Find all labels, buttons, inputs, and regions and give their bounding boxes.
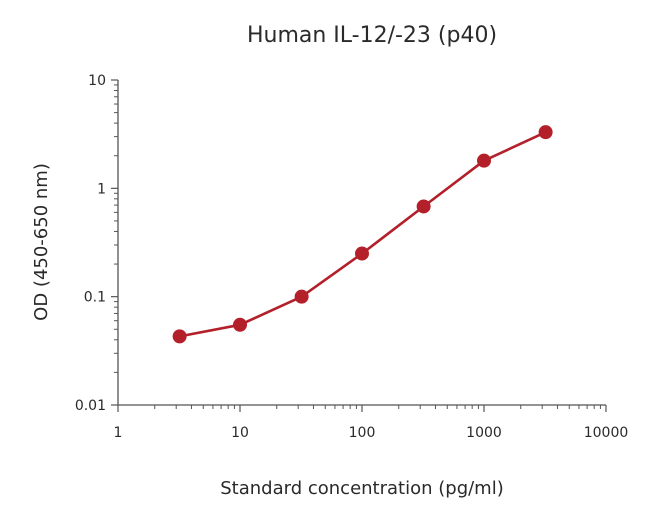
y-axis-title: OD (450-650 nm)	[31, 163, 52, 321]
y-tick-label: 1	[97, 181, 106, 197]
axis-ticks: 1 10 100 1000 10000 0.01 0.1 1 10	[75, 73, 628, 441]
y-tick-label: 0.1	[84, 290, 106, 306]
x-tick-label: 100	[349, 425, 376, 441]
x-tick-label: 1000	[466, 425, 502, 441]
series-line	[179, 131, 547, 338]
data-point	[355, 246, 369, 261]
data-point	[294, 289, 309, 304]
y-tick-label: 0.01	[75, 398, 106, 414]
series-group	[172, 125, 553, 344]
data-point	[477, 153, 491, 168]
x-tick-label: 1	[114, 425, 123, 441]
data-point	[538, 125, 553, 140]
x-axis-title: Standard concentration (pg/ml)	[220, 478, 504, 499]
x-tick-label: 10000	[584, 425, 629, 441]
data-point	[416, 199, 431, 214]
x-tick-label: 10	[231, 425, 249, 441]
y-tick-label: 10	[88, 73, 106, 89]
data-point	[172, 329, 187, 344]
chart-title: Human IL-12/-23 (p40)	[247, 23, 497, 48]
data-point	[233, 317, 247, 332]
